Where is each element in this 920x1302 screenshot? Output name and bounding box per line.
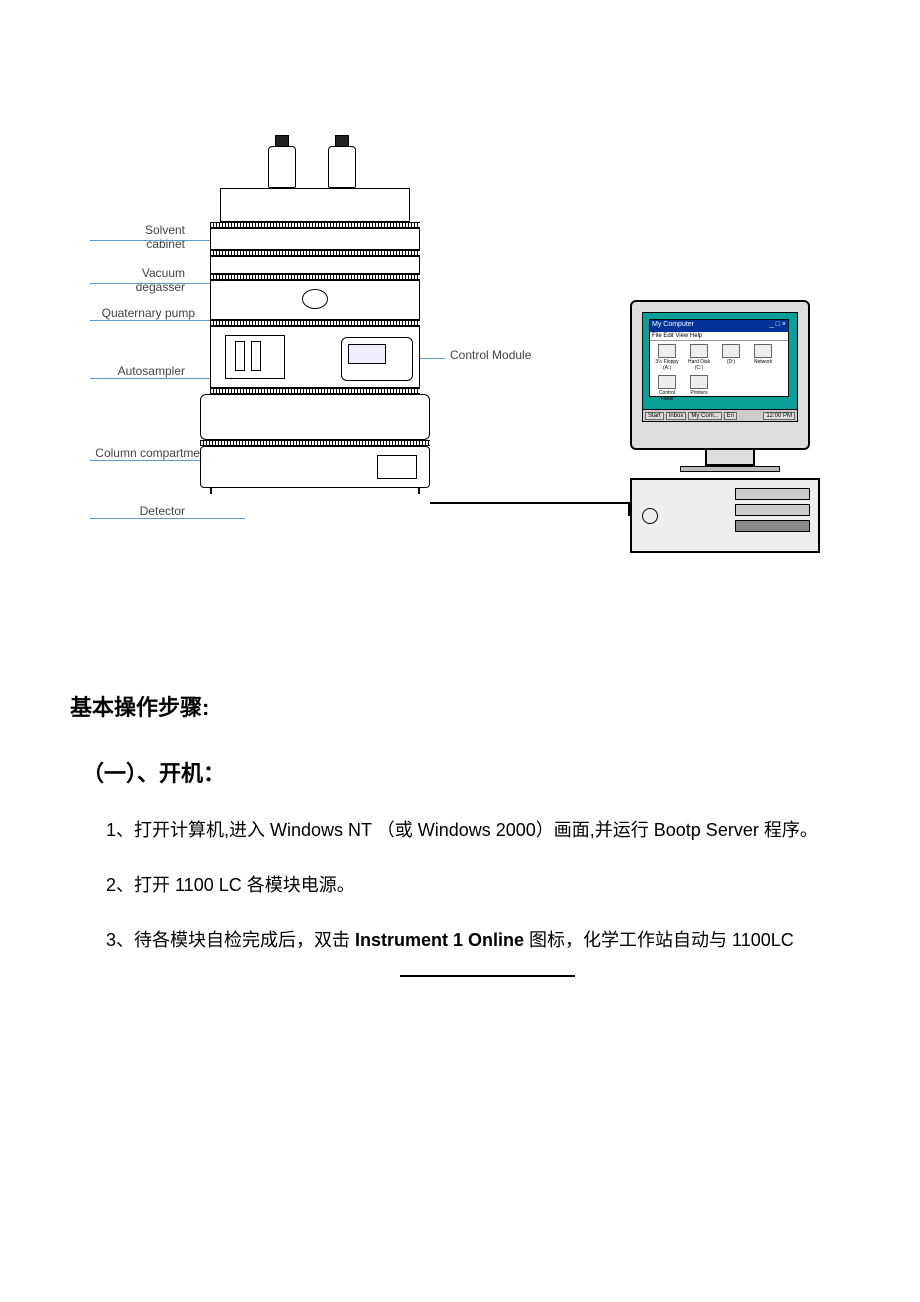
desktop-screen: My Computer _ □ × File Edit View Help 3½…: [642, 312, 798, 422]
autosampler-module: [210, 326, 420, 388]
label-column-compartment: Column compartment: [90, 446, 210, 460]
computer: My Computer _ □ × File Edit View Help 3½…: [630, 300, 830, 553]
label-solvent-cabinet: Solvent cabinet: [90, 223, 185, 252]
monitor-stand: [705, 450, 755, 466]
step-1: 1、打开计算机,进入 Windows NT （或 Windows 2000）画面…: [106, 816, 860, 845]
connection-cable: [430, 502, 630, 504]
label-detector: Detector: [90, 504, 185, 518]
monitor-base: [680, 466, 780, 472]
vacuum-degasser-module: [210, 256, 420, 274]
taskbar-tray: En: [724, 412, 737, 420]
taskbar-clock: 12:00 PM: [763, 412, 795, 420]
taskbar-button: My Com...: [688, 412, 721, 420]
desktop-icon: Hard Disk (C:): [685, 344, 713, 371]
label-control-module: Control Module: [450, 348, 531, 362]
label-autosampler: Autosampler: [90, 364, 185, 378]
step-3: 3、待各模块自检完成后，双击 Instrument 1 Online 图标，化学…: [106, 926, 860, 955]
diagram-area: Solvent cabinet Vacuum degasser Quaterna…: [90, 140, 850, 570]
step-2: 2、打开 1100 LC 各模块电源。: [106, 871, 860, 900]
window-controls: _ □ ×: [770, 321, 786, 331]
taskbar: Start Inbox My Com... En 12:00 PM: [643, 409, 797, 421]
control-module-panel: [341, 337, 413, 381]
desktop-icon: 3½ Floppy (A:): [653, 344, 681, 371]
window-menu: File Edit View Help: [650, 332, 788, 341]
solvent-cabinet-module: [220, 188, 410, 222]
monitor: My Computer _ □ × File Edit View Help 3½…: [630, 300, 810, 450]
desktop-icon: Printers: [685, 375, 713, 402]
column-compartment-module: [200, 394, 430, 440]
desktop-icon: Network: [749, 344, 777, 371]
text-content: 基本操作步骤: （一）、开机： 1、打开计算机,进入 Windows NT （或…: [70, 690, 860, 980]
label-line: [90, 518, 245, 519]
my-computer-window: My Computer _ □ × File Edit View Help 3½…: [649, 319, 789, 397]
label-quaternary-pump: Quaternary pump: [90, 306, 195, 320]
pc-tower: [630, 478, 820, 553]
solvent-bottle: [268, 146, 296, 188]
window-body: 3½ Floppy (A:) Hard Disk (C:) (D:) Netwo…: [650, 341, 788, 405]
heading-main: 基本操作步骤:: [70, 690, 860, 722]
window-title: My Computer: [652, 321, 694, 331]
taskbar-button: Inbox: [666, 412, 687, 420]
solvent-bottle: [328, 146, 356, 188]
label-vacuum-degasser: Vacuum degasser: [90, 266, 185, 295]
heading-sub: （一）、开机：: [82, 756, 860, 788]
footer-rule: [400, 975, 575, 977]
detector-module: [200, 446, 430, 488]
start-button: Start: [645, 412, 664, 420]
desktop-icon: (D:): [717, 344, 745, 371]
desktop-icon: Control Panel: [653, 375, 681, 402]
hplc-instrument: [200, 140, 430, 494]
solvent-cabinet-body: [210, 228, 420, 250]
quaternary-pump-module: [210, 280, 420, 320]
